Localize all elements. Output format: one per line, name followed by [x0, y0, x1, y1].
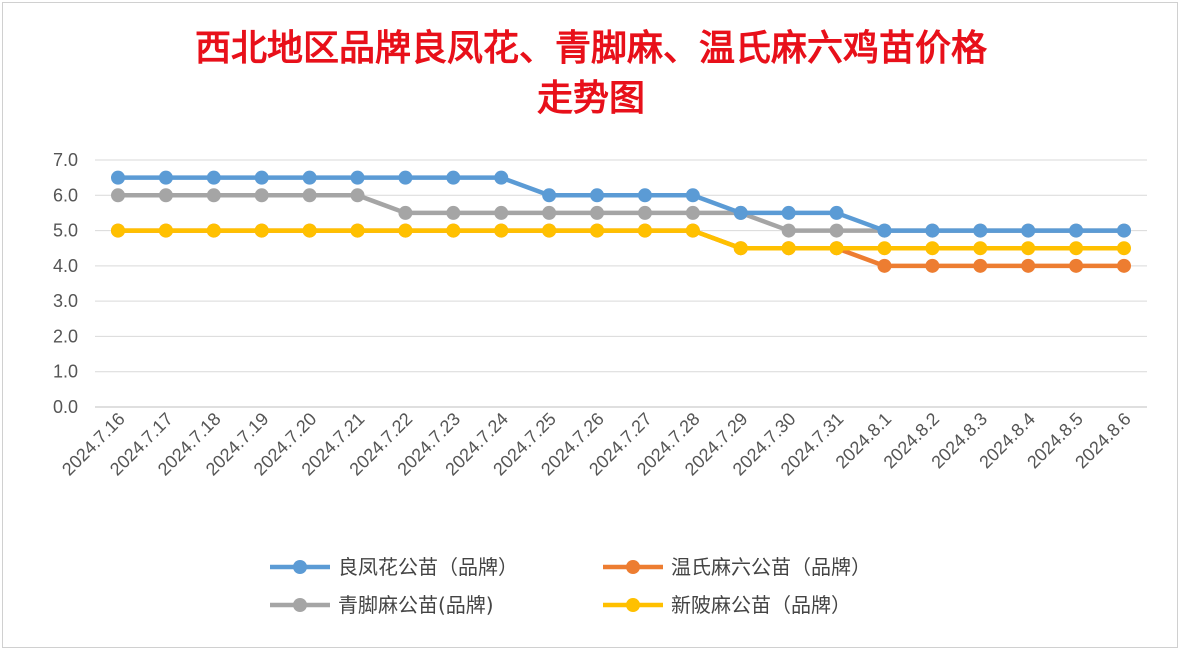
series-line [115, 228, 1127, 251]
data-point [350, 170, 365, 185]
data-point [158, 223, 173, 238]
data-point [111, 170, 125, 185]
data-point [973, 241, 988, 256]
data-point [685, 205, 700, 220]
data-point [733, 205, 748, 220]
data-point [973, 258, 988, 273]
legend-label: 良凤花公苗（品牌） [338, 555, 518, 579]
data-point [637, 205, 652, 220]
y-tick-label: 2.0 [53, 326, 78, 346]
data-point [302, 223, 317, 238]
data-point [781, 205, 796, 220]
data-point [925, 241, 940, 256]
data-point [206, 223, 221, 238]
data-point [350, 223, 365, 238]
legend-swatch-marker [293, 598, 307, 612]
data-point [685, 188, 700, 203]
data-point [542, 223, 557, 238]
legend-swatch-marker [626, 560, 640, 574]
data-point [494, 205, 509, 220]
data-point [446, 170, 461, 185]
data-point [1117, 241, 1131, 256]
y-tick-label: 3.0 [53, 291, 78, 311]
data-point [877, 258, 892, 273]
data-point [637, 223, 652, 238]
data-point [925, 223, 940, 238]
data-point [973, 223, 988, 238]
data-point [1069, 223, 1084, 238]
data-point [206, 188, 221, 203]
data-point [829, 223, 844, 238]
data-point [302, 170, 317, 185]
data-point [781, 241, 796, 256]
data-point [446, 223, 461, 238]
data-point [590, 205, 605, 220]
y-tick-label: 1.0 [53, 362, 78, 382]
data-point [1069, 241, 1084, 256]
data-point [398, 223, 413, 238]
data-point [254, 188, 269, 203]
data-point [302, 188, 317, 203]
data-point [829, 241, 844, 256]
data-point [781, 223, 796, 238]
legend-swatch-marker [293, 560, 307, 574]
data-point [254, 170, 269, 185]
data-point [254, 223, 269, 238]
data-point [494, 170, 509, 185]
legend-label: 温氏麻六公苗（品牌） [671, 555, 871, 579]
y-tick-label: 0.0 [53, 397, 78, 417]
data-point [829, 205, 844, 220]
series-line [115, 193, 1127, 233]
data-point [925, 258, 940, 273]
data-point [158, 188, 173, 203]
data-point [1021, 241, 1036, 256]
data-point [685, 223, 700, 238]
data-point [877, 223, 892, 238]
series-line [115, 175, 1127, 233]
data-point [111, 223, 125, 238]
data-point [733, 241, 748, 256]
data-point [1069, 258, 1084, 273]
legend-swatch-marker [626, 598, 640, 612]
data-point [206, 170, 221, 185]
legend-label: 新陂麻公苗（品牌） [671, 593, 851, 617]
y-tick-label: 4.0 [53, 256, 78, 276]
data-point [590, 188, 605, 203]
chart-title: 西北地区品牌良凤花、青脚麻、温氏麻六鸡苗价格 [194, 27, 987, 69]
data-point [590, 223, 605, 238]
data-point [1021, 258, 1036, 273]
y-tick-label: 5.0 [53, 221, 78, 241]
data-point [111, 188, 125, 203]
data-point [637, 188, 652, 203]
data-point [398, 170, 413, 185]
data-point [877, 241, 892, 256]
y-tick-label: 7.0 [53, 150, 78, 170]
data-point [542, 188, 557, 203]
data-point [398, 205, 413, 220]
y-tick-label: 6.0 [53, 185, 78, 205]
data-point [446, 205, 461, 220]
data-point [1117, 258, 1131, 273]
data-point [350, 188, 365, 203]
legend-label: 青脚麻公苗(品牌) [338, 593, 494, 617]
data-point [1021, 223, 1036, 238]
data-point [1117, 223, 1131, 238]
data-point [494, 223, 509, 238]
data-point [158, 170, 173, 185]
chart-title-line2: 走势图 [536, 77, 645, 119]
data-point [542, 205, 557, 220]
